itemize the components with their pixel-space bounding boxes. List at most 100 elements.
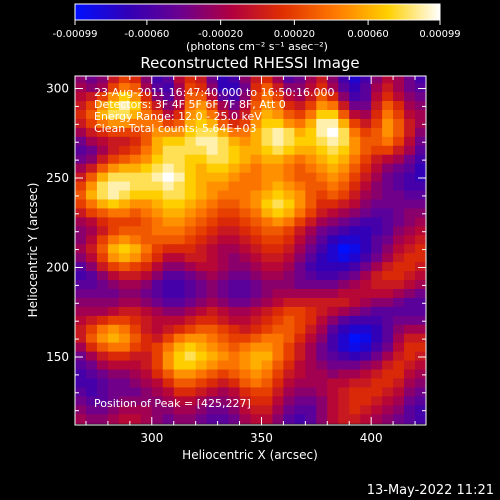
heatmap-cell (195, 324, 208, 335)
heatmap-cell (327, 83, 339, 93)
heatmap-cell (107, 288, 120, 299)
heatmap-cell (272, 271, 285, 281)
heatmap-cell (305, 163, 317, 174)
heatmap-cell (173, 280, 186, 290)
heatmap-cell (228, 280, 241, 290)
heatmap-cell (349, 253, 361, 263)
heatmap-cell (316, 110, 328, 120)
heatmap-cell (173, 414, 186, 424)
heatmap-cell (415, 208, 426, 218)
heatmap-cell (217, 280, 230, 290)
heatmap-cell (85, 145, 98, 156)
heatmap-cell (217, 271, 230, 281)
heatmap-cell (75, 244, 87, 254)
heatmap-cell (228, 235, 241, 245)
heatmap-cell (184, 163, 197, 174)
peak-position-label: Position of Peak = [425,227] (94, 397, 251, 410)
heatmap-cell (118, 208, 131, 218)
heatmap-cell (217, 199, 230, 210)
heatmap-cell (239, 172, 252, 183)
heatmap-cell (228, 262, 241, 272)
heatmap-cell (206, 288, 219, 299)
heatmap-cell (140, 83, 153, 93)
heatmap-cell (327, 405, 339, 415)
heatmap-cell (382, 190, 394, 201)
heatmap-cell (162, 199, 175, 210)
heatmap-cell (261, 172, 274, 183)
heatmap-cell (382, 271, 394, 281)
heatmap-cell (96, 369, 109, 380)
heatmap-cell (228, 306, 241, 317)
heatmap-cell (371, 181, 383, 192)
heatmap-cell (360, 324, 372, 335)
heatmap-cell (382, 208, 394, 218)
heatmap-cell (96, 226, 109, 236)
heatmap-cell (360, 288, 372, 299)
heatmap-cell (327, 369, 339, 380)
heatmap-cell (118, 342, 131, 353)
heatmap-cell (305, 199, 317, 210)
heatmap-cell (75, 297, 87, 308)
heatmap-cell (118, 378, 131, 389)
heatmap-cell (173, 315, 186, 326)
heatmap-cell (371, 369, 383, 380)
heatmap-cell (140, 288, 153, 299)
heatmap-cell (360, 315, 372, 326)
heatmap-cell (316, 154, 328, 165)
heatmap-cell (85, 110, 98, 120)
heatmap-cell (140, 369, 153, 380)
heatmap-cell (404, 76, 416, 84)
heatmap-cell (360, 181, 372, 192)
heatmap-cell (96, 253, 109, 263)
heatmap-cell (140, 127, 153, 138)
heatmap-cell (129, 253, 142, 263)
heatmap-cell (316, 324, 328, 335)
heatmap-cell (415, 172, 426, 183)
heatmap-cell (151, 110, 164, 120)
heatmap-cell (393, 199, 405, 210)
heatmap-cell (107, 76, 120, 84)
heatmap-cell (75, 405, 87, 415)
heatmap-cell (184, 208, 197, 218)
heatmap-cell (360, 163, 372, 174)
heatmap-cell (129, 226, 142, 236)
heatmap-cell (107, 360, 120, 371)
heatmap-cell (404, 288, 416, 299)
heatmap-cell (316, 172, 328, 183)
heatmap-cell (371, 199, 383, 210)
heatmap-cell (349, 136, 361, 147)
heatmap-cell (272, 297, 285, 308)
heatmap-cell (140, 208, 153, 218)
heatmap-cell (272, 306, 285, 317)
heatmap-cell (371, 145, 383, 156)
heatmap-cell (272, 378, 285, 389)
heatmap-cell (382, 118, 394, 129)
heatmap-cell (283, 387, 295, 397)
heatmap-cell (206, 190, 219, 201)
heatmap-cell (415, 92, 426, 102)
heatmap-cell (360, 136, 372, 147)
heatmap-cell (371, 324, 383, 335)
heatmap-cell (360, 101, 372, 111)
heatmap-cell (305, 253, 317, 263)
heatmap-cell (349, 315, 361, 326)
heatmap-cell (371, 136, 383, 147)
heatmap-cell (382, 145, 394, 156)
heatmap-cell (250, 172, 263, 183)
colorbar-tick-label: 0.00099 (419, 29, 460, 40)
heatmap-cell (151, 127, 164, 138)
heatmap-cell (294, 217, 306, 227)
heatmap-cell (327, 163, 339, 174)
heatmap-cell (195, 351, 208, 362)
heatmap-cell (349, 190, 361, 201)
heatmap-cell (195, 92, 208, 102)
heatmap-cell (206, 387, 219, 397)
heatmap-cell (140, 244, 153, 254)
heatmap-cell (349, 172, 361, 183)
heatmap-cell (283, 226, 295, 236)
heatmap-cell (349, 208, 361, 218)
heatmap-cell (371, 271, 383, 281)
heatmap-cell (96, 101, 109, 111)
heatmap-cell (294, 110, 306, 120)
heatmap-cell (360, 127, 372, 138)
